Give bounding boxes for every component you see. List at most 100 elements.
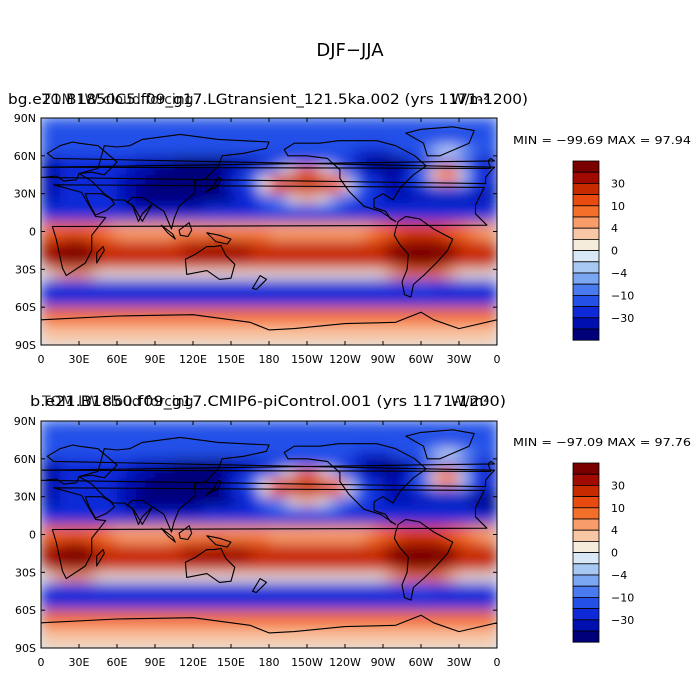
field-cell [487,259,497,270]
field-cell [468,250,479,261]
field-cell [269,165,280,176]
field-cell [440,288,451,299]
field-cell [430,184,441,195]
field-cell [354,525,365,536]
field-cell [478,269,489,280]
field-cell [79,222,90,233]
field-cell [136,307,147,318]
field-cell [117,610,128,621]
field-cell [183,581,194,592]
field-cell [345,487,356,498]
field-cell [69,515,80,526]
field-cell [307,136,318,147]
colorbar-label: −4 [611,267,627,280]
field-cell [136,278,147,289]
field-cell [145,600,156,611]
field-cell [449,231,460,242]
field-cell [335,278,346,289]
field-cell [155,610,166,621]
field-cell [449,269,460,280]
field-cell [155,534,166,545]
field-cell [193,600,204,611]
field-cell [487,421,497,432]
field-cell [259,421,270,432]
field-cell [392,193,403,204]
field-cell [487,468,497,479]
field-cell [117,222,128,233]
field-cell [69,421,80,432]
field-cell [50,297,61,308]
field-cell [155,146,166,157]
field-cell [354,136,365,147]
field-cell [364,553,375,564]
field-cell [430,203,441,214]
field-cell [259,638,270,648]
field-cell [88,477,99,488]
field-cell [421,600,432,611]
field-cell [107,231,118,242]
field-cell [487,240,497,252]
field-cell [269,515,280,526]
field-cell [373,269,384,280]
field-cell [41,269,52,280]
field-cell [193,326,204,337]
field-cell [316,155,327,166]
field-cell [136,600,147,611]
field-cell [107,278,118,289]
field-cell [307,297,318,308]
field-cell [88,638,99,648]
field-cell [69,118,80,129]
field-cell [288,297,299,308]
field-cell [402,155,413,166]
field-cell [98,288,109,299]
field-cell [297,525,308,536]
field-cell [50,307,61,318]
field-cell [50,600,61,611]
field-cell [373,439,384,450]
field-cell [354,543,365,555]
field-cell [174,629,185,640]
field-cell [335,118,346,129]
field-cell [231,506,242,517]
field-cell [307,127,318,138]
field-cell [183,430,194,441]
field-cell [288,458,299,469]
field-cell [60,515,71,526]
colorbar-label: −10 [611,591,634,604]
field-cell [117,525,128,536]
field-cell [421,525,432,536]
field-cell [345,155,356,166]
field-cell [193,222,204,233]
field-cell [60,458,71,469]
field-cell [487,572,497,583]
map-1: 0 30E 60E 90E 120E 150E 180 150W 120W 90W 60W 30W 09… [14,112,501,366]
field-cell [297,222,308,233]
field-cell [487,439,497,450]
field-cell [183,278,194,289]
field-cell [402,203,413,214]
field-cell [430,278,441,289]
map-2: 0 30E 60E 90E 120E 150E 180 150W 120W 90W 60W 30W 09… [14,415,501,669]
field-cell [326,146,337,157]
field-cell [164,600,175,611]
field-cell [259,193,270,204]
field-cell [288,487,299,498]
field-cell [269,477,280,488]
panel-2-stats: MIN = −97.09 MAX = 97.76 [513,436,691,449]
field-cell [126,629,137,640]
field-cell [259,259,270,270]
field-cell [459,316,470,327]
panel-2-title-b: TOM LW cloud forcing [41,394,194,410]
field-cell [269,581,280,592]
field-cell [440,449,451,460]
field-cell [345,610,356,621]
field-cell [307,638,318,648]
field-cell [269,600,280,611]
field-cell [411,572,422,583]
field-cell [79,562,90,573]
field-cell [126,534,137,545]
field-cell [117,591,128,602]
field-cell [202,155,213,166]
field-cell [41,591,52,602]
